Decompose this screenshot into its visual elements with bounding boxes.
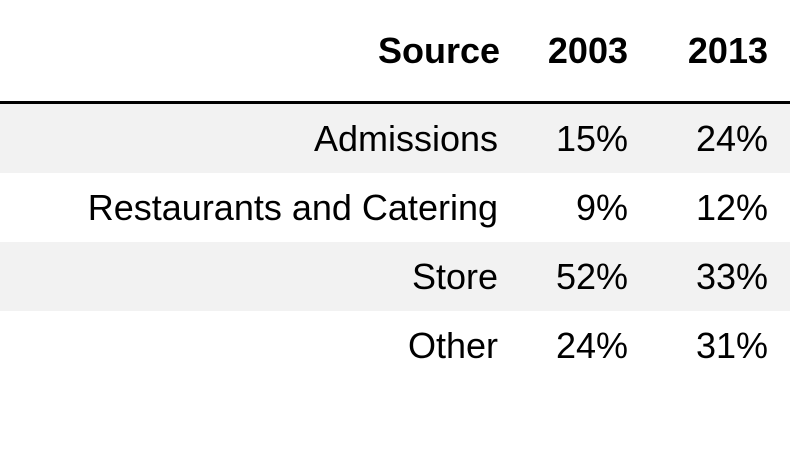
column-header-source: Source	[0, 0, 518, 104]
row-2013-cell: 33%	[695, 255, 768, 297]
table-body: Admissions 15% 24% Restaurants and Cater…	[0, 102, 790, 381]
table-row: Restaurants and Catering 9% 12%	[0, 173, 790, 242]
row-source-cell: Store	[411, 255, 498, 297]
row-2013-cell: 31%	[695, 324, 768, 366]
table-row: Admissions 15% 24%	[0, 102, 790, 173]
table-row: Other 24% 31%	[0, 311, 790, 380]
row-source-cell: Restaurants and Catering	[87, 186, 498, 228]
header-row: Source 2003 2013	[0, 0, 790, 104]
row-source-cell: Admissions	[313, 117, 498, 159]
row-2013-cell: 12%	[695, 186, 768, 228]
row-2003-cell: 52%	[555, 255, 628, 297]
row-2003-cell: 9%	[575, 186, 628, 228]
row-source-cell: Other	[407, 324, 498, 366]
row-2003-cell: 15%	[555, 117, 628, 159]
table-header: Source 2003 2013	[0, 0, 790, 104]
column-header-2013: 2013	[646, 0, 790, 104]
row-2013-cell: 24%	[695, 117, 768, 159]
table-row: Store 52% 33%	[0, 242, 790, 311]
column-header-2003: 2003	[518, 0, 646, 104]
row-2003-cell: 24%	[555, 324, 628, 366]
revenue-source-table: Source 2003 2013 Admissions 15% 24% Rest…	[0, 0, 790, 381]
